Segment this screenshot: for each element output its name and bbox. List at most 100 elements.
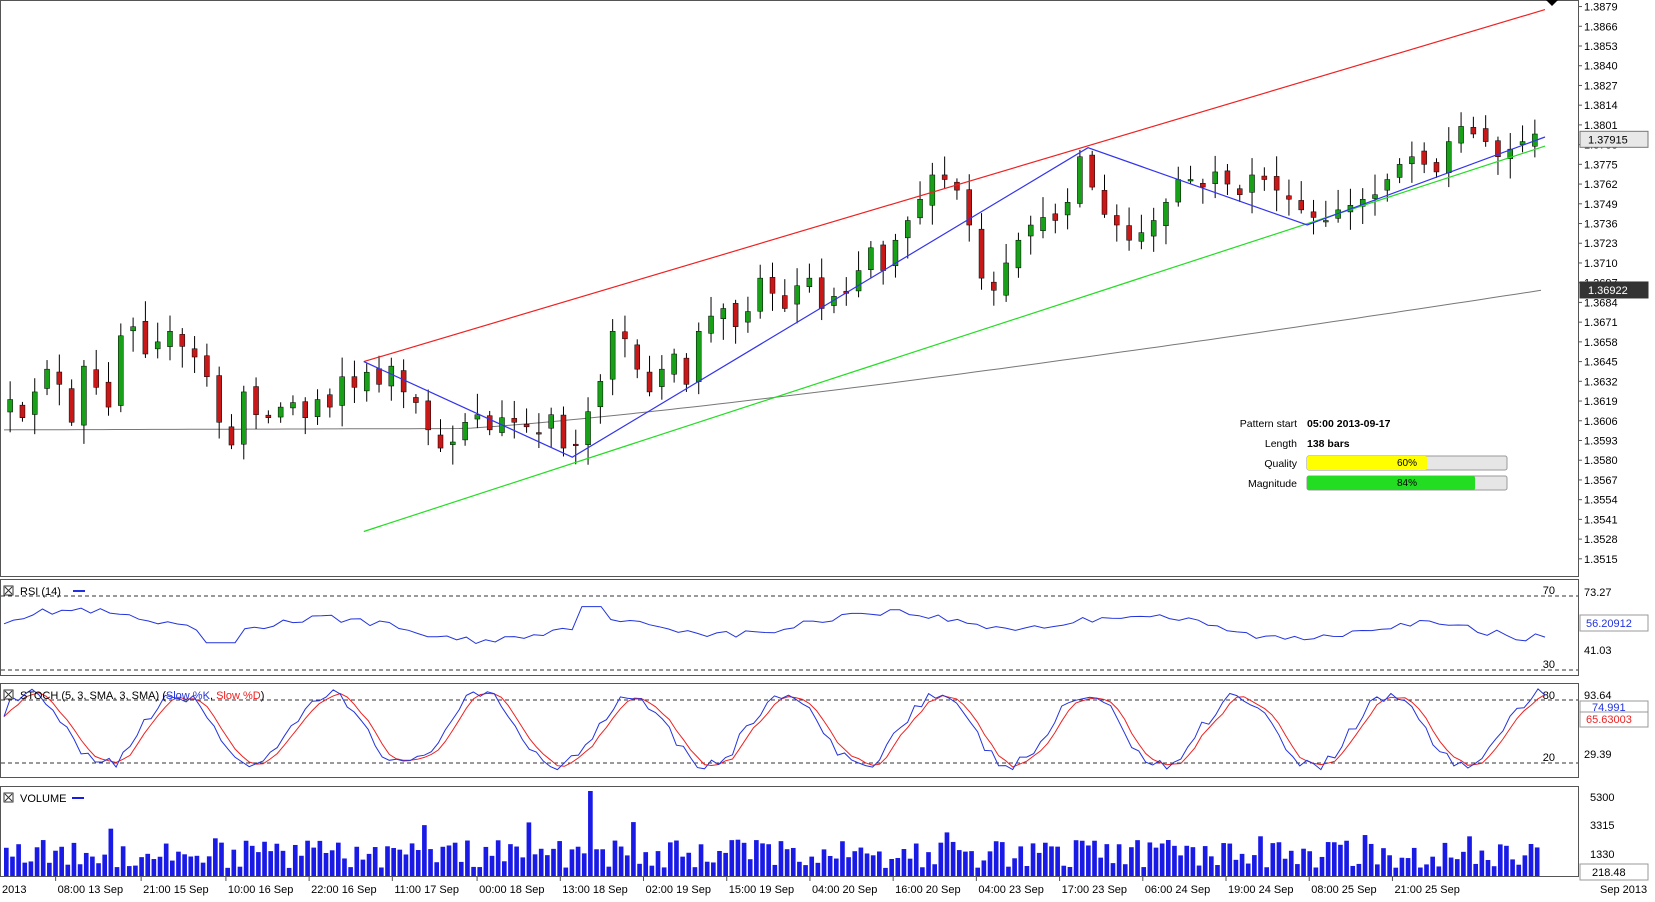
- volume-bar: [803, 865, 808, 876]
- candle-body: [228, 426, 235, 446]
- volume-bar: [256, 852, 261, 876]
- volume-bar: [1387, 855, 1392, 876]
- candle-body: [154, 341, 161, 350]
- volume-bar: [1307, 851, 1313, 876]
- volume-bar: [686, 852, 692, 876]
- volume-bar: [944, 832, 950, 876]
- volume-bar: [317, 840, 323, 876]
- volume-bar: [1288, 850, 1294, 876]
- volume-bar: [34, 847, 40, 876]
- volume-bar: [846, 857, 851, 876]
- volume-tick-mid: 3315: [1590, 820, 1614, 832]
- volume-bar: [766, 844, 771, 876]
- volume-bar: [108, 828, 114, 876]
- volume-bar: [1295, 864, 1300, 876]
- volume-bar: [403, 854, 409, 876]
- volume-bar: [1116, 844, 1122, 876]
- volume-bars: [4, 791, 1540, 876]
- volume-bar: [1325, 842, 1331, 876]
- volume-bar: [1319, 856, 1325, 876]
- candle-body: [93, 369, 99, 388]
- candle-body: [1298, 200, 1304, 211]
- volume-bar: [77, 864, 83, 876]
- volume-bar: [981, 860, 987, 876]
- price-tick-label: 1.3541: [1584, 514, 1618, 526]
- ma-current-box: [1579, 281, 1649, 299]
- volume-bar: [969, 851, 974, 876]
- candle-body: [634, 344, 640, 370]
- candle-body: [253, 386, 259, 415]
- candle-body: [1261, 175, 1268, 180]
- volume-bar: [1467, 836, 1472, 876]
- volume-bar: [711, 862, 716, 876]
- candle-body: [167, 330, 173, 347]
- volume-tick-high: 5300: [1590, 792, 1614, 804]
- price-tick-label: 1.3814: [1584, 100, 1618, 112]
- volume-bar: [219, 842, 224, 876]
- stoch-d-current-box: [1579, 711, 1649, 728]
- volume-bar: [1030, 843, 1036, 876]
- volume-panel-frame: [0, 786, 1579, 877]
- candle-body: [1224, 170, 1231, 185]
- volume-bar: [206, 856, 212, 876]
- candle-body: [118, 335, 124, 406]
- volume-bar: [366, 853, 372, 876]
- volume-bar: [1043, 842, 1048, 876]
- volume-bar: [145, 853, 151, 876]
- candle-body: [31, 391, 38, 415]
- volume-bar: [1344, 840, 1349, 876]
- quality-label: Quality: [1264, 458, 1297, 470]
- volume-bar: [1270, 843, 1276, 876]
- volume-bar: [385, 846, 390, 876]
- volume-bar: [1172, 845, 1177, 876]
- volume-bar: [286, 867, 292, 876]
- candle-body: [905, 220, 911, 239]
- volume-bar: [1350, 865, 1356, 876]
- candle-body: [44, 368, 50, 389]
- candle-body: [782, 295, 788, 309]
- volume-bar: [323, 852, 329, 876]
- volume-bar: [47, 862, 52, 876]
- rsi-panel: 70 30 RSI (14) 73.27 41.03 56.20912: [1, 585, 1649, 671]
- time-tick-label: 02:00 19 Sep: [646, 884, 711, 896]
- volume-bar: [827, 855, 833, 876]
- candle-body: [1384, 179, 1391, 191]
- ma-current-label: 1.36922: [1588, 285, 1628, 297]
- pattern-info: Pattern start 05:00 2013-09-17 Length 13…: [1240, 418, 1508, 491]
- volume-bar: [1245, 863, 1251, 876]
- scroll-marker-icon[interactable]: [1546, 0, 1558, 6]
- candle-body: [880, 244, 886, 271]
- price-tick-label: 1.3749: [1584, 199, 1618, 211]
- rsi-path: [3, 606, 1546, 645]
- volume-bar: [1141, 867, 1147, 876]
- volume-bar: [1424, 864, 1429, 876]
- rsi-title: RSI (14): [20, 586, 61, 598]
- candle-body: [1507, 148, 1514, 159]
- candle-body: [1372, 194, 1378, 199]
- pattern-length-label: Length: [1265, 438, 1297, 450]
- time-tick-label: 04:00 23 Sep: [978, 884, 1043, 896]
- volume-bar: [661, 867, 667, 876]
- candle-body: [720, 308, 727, 319]
- candle-body: [1089, 154, 1095, 188]
- volume-bar: [747, 859, 753, 876]
- volume-bar: [422, 825, 427, 876]
- candle-body: [954, 181, 960, 191]
- volume-bar: [1258, 836, 1263, 876]
- candle-body: [474, 414, 481, 420]
- time-tick-label: 06:00 24 Sep: [1145, 884, 1210, 896]
- volume-bar: [1215, 865, 1220, 876]
- price-current-box: [1579, 130, 1649, 148]
- volume-bar: [704, 861, 710, 876]
- volume-bar: [895, 857, 901, 876]
- stoch-tick-low: 29.39: [1584, 749, 1612, 761]
- volume-bar: [797, 861, 802, 876]
- volume-bar: [956, 850, 962, 876]
- volume-bar: [563, 867, 569, 876]
- time-tick-label: 15:00 19 Sep: [729, 884, 794, 896]
- volume-bar: [71, 842, 77, 876]
- candle-body: [179, 334, 186, 347]
- volume-bar: [920, 867, 925, 876]
- rsi-level-30: 30: [1543, 659, 1555, 671]
- volume-bar: [1061, 865, 1067, 876]
